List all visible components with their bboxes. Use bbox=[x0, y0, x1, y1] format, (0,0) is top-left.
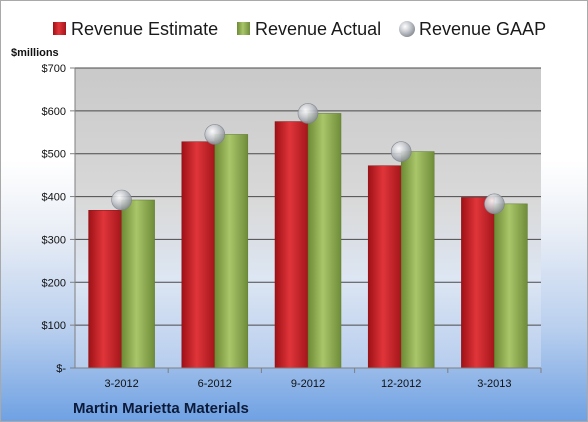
legend-label-revenue-estimate: Revenue Estimate bbox=[71, 19, 218, 39]
bar-revenue-actual bbox=[400, 151, 435, 369]
y-axis-unit-label: $millions bbox=[11, 47, 59, 59]
bar-revenue-actual bbox=[214, 134, 249, 369]
y-tick-label: $500 bbox=[42, 149, 66, 161]
x-tick-label: 12-2012 bbox=[381, 378, 421, 390]
legend-label-revenue-actual: Revenue Actual bbox=[255, 19, 381, 39]
bar-revenue-estimate bbox=[367, 165, 402, 369]
legend: Revenue Estimate Revenue Actual Revenue … bbox=[53, 19, 546, 39]
y-tick-label: $300 bbox=[42, 234, 66, 246]
x-tick-label: 3-2012 bbox=[104, 378, 138, 390]
legend-swatch-revenue-estimate bbox=[53, 22, 66, 35]
bar-revenue-estimate bbox=[274, 121, 309, 369]
marker-revenue-gaap bbox=[297, 103, 319, 124]
marker-revenue-gaap bbox=[111, 189, 132, 211]
legend-label-revenue-gaap: Revenue GAAP bbox=[419, 19, 546, 39]
marker-revenue-gaap bbox=[204, 124, 226, 145]
legend-marker-revenue-gaap bbox=[399, 21, 415, 37]
marker-revenue-gaap bbox=[484, 193, 505, 215]
y-tick-label: $200 bbox=[42, 277, 66, 289]
bar-revenue-estimate bbox=[461, 197, 495, 369]
x-tick-label: 6-2012 bbox=[198, 378, 232, 390]
x-tick-label: 3-2013 bbox=[477, 378, 511, 390]
bar-revenue-estimate bbox=[88, 210, 122, 369]
marker-revenue-gaap bbox=[390, 141, 412, 162]
y-tick-label: $600 bbox=[42, 106, 66, 118]
y-tick-label: $700 bbox=[42, 63, 66, 75]
y-tick-label: $400 bbox=[42, 192, 66, 204]
legend-swatch-revenue-actual bbox=[237, 22, 250, 35]
bar-revenue-estimate bbox=[181, 141, 216, 369]
bars bbox=[88, 103, 528, 369]
y-tick-label: $- bbox=[56, 363, 66, 375]
axes: $- $100 $200 $300 $400 $500 $600 $700 3-2012 6-20… bbox=[42, 63, 542, 390]
bar-revenue-actual bbox=[494, 203, 528, 369]
y-tick-label: $100 bbox=[42, 320, 66, 332]
x-tick-label: 9-2012 bbox=[291, 378, 325, 390]
bar-revenue-actual bbox=[307, 113, 342, 369]
company-name: Martin Marietta Materials bbox=[73, 400, 249, 417]
bar-revenue-actual bbox=[121, 199, 155, 369]
